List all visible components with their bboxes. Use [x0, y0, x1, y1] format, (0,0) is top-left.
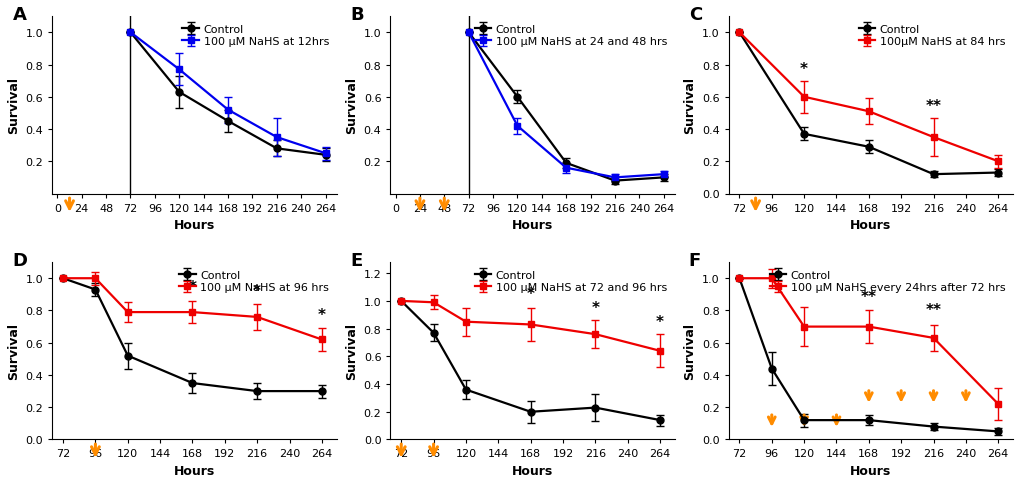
Y-axis label: Survival: Survival: [344, 77, 358, 134]
Text: C: C: [688, 6, 701, 24]
Text: *: *: [591, 300, 599, 315]
Text: *: *: [253, 283, 261, 298]
Y-axis label: Survival: Survival: [7, 77, 20, 134]
Legend: Control, 100 μM NaHS at 12hrs: Control, 100 μM NaHS at 12hrs: [180, 23, 331, 49]
Legend: Control, 100μM NaHS at 84 hrs: Control, 100μM NaHS at 84 hrs: [856, 23, 1007, 49]
Y-axis label: Survival: Survival: [683, 323, 696, 379]
Text: A: A: [12, 6, 26, 24]
Y-axis label: Survival: Survival: [344, 323, 358, 379]
Legend: Control, 100 μM NaHS at 96 hrs: Control, 100 μM NaHS at 96 hrs: [176, 268, 331, 295]
Text: *: *: [526, 287, 534, 301]
Text: **: **: [924, 99, 941, 114]
Text: F: F: [688, 252, 700, 270]
Y-axis label: Survival: Survival: [7, 323, 20, 379]
Text: D: D: [12, 252, 28, 270]
X-axis label: Hours: Hours: [512, 464, 552, 477]
X-axis label: Hours: Hours: [850, 464, 891, 477]
Y-axis label: Survival: Survival: [683, 77, 696, 134]
Text: *: *: [799, 61, 807, 76]
Text: *: *: [318, 307, 325, 322]
Text: *: *: [189, 280, 197, 295]
X-axis label: Hours: Hours: [512, 219, 552, 232]
Legend: Control, 100 μM NaHS at 72 and 96 hrs: Control, 100 μM NaHS at 72 and 96 hrs: [472, 268, 668, 295]
Text: B: B: [351, 6, 364, 24]
X-axis label: Hours: Hours: [173, 219, 215, 232]
Text: **: **: [860, 289, 876, 304]
Text: E: E: [351, 252, 363, 270]
Legend: Control, 100 μM NaHS every 24hrs after 72 hrs: Control, 100 μM NaHS every 24hrs after 7…: [766, 268, 1007, 295]
X-axis label: Hours: Hours: [173, 464, 215, 477]
Text: **: **: [924, 302, 941, 318]
Text: *: *: [655, 314, 663, 329]
Legend: Control, 100 μM NaHS at 24 and 48 hrs: Control, 100 μM NaHS at 24 and 48 hrs: [472, 23, 668, 49]
X-axis label: Hours: Hours: [850, 219, 891, 232]
